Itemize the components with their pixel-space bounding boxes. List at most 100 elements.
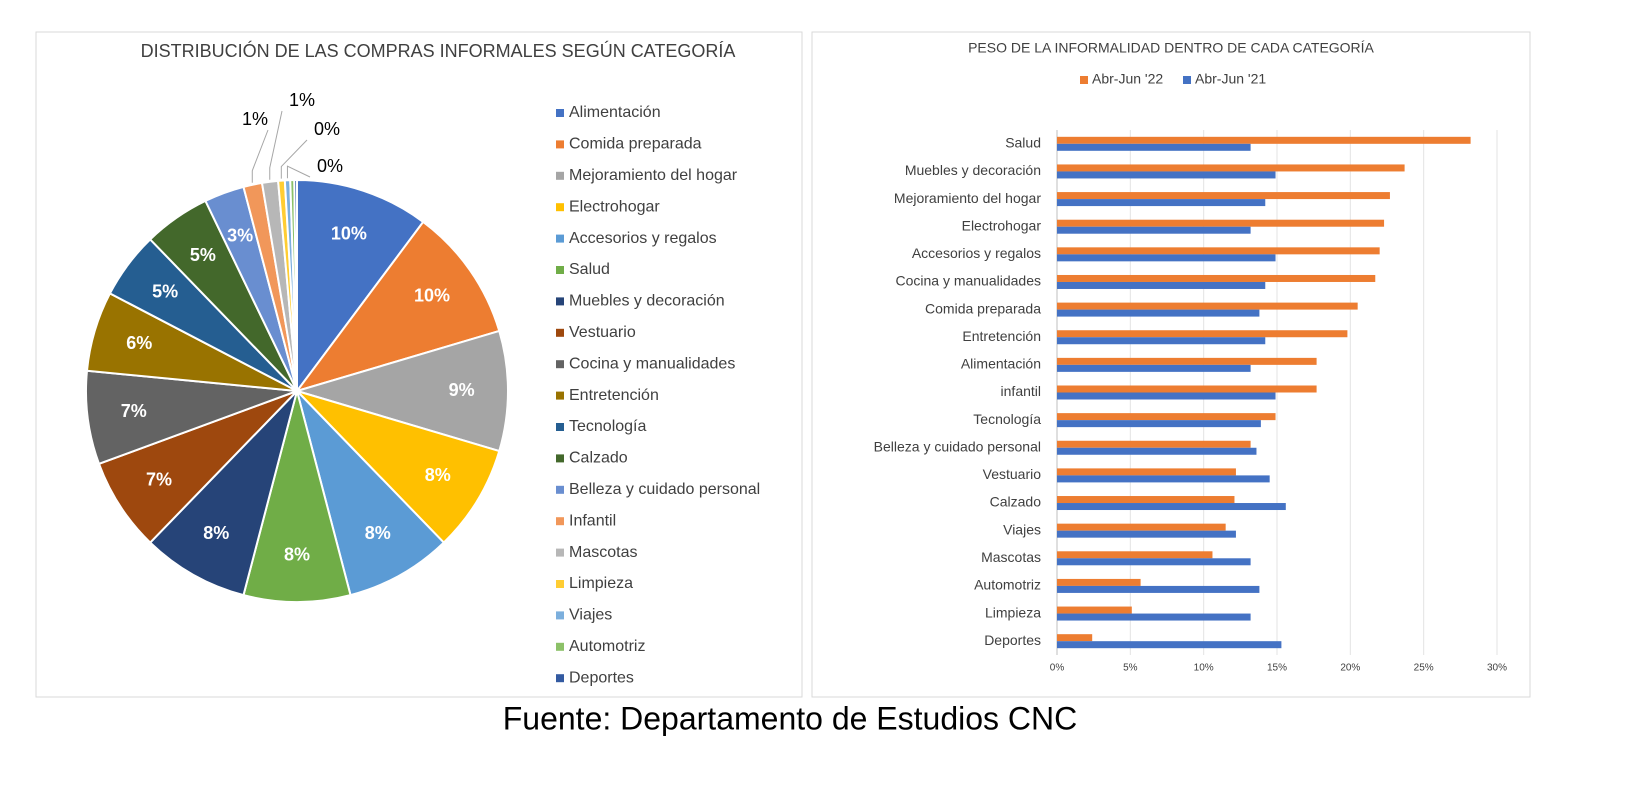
bar: [1057, 392, 1276, 400]
pie-slice: [293, 178, 298, 392]
bar: [1057, 523, 1226, 531]
leader-line: [251, 129, 269, 183]
bar: [1057, 143, 1251, 151]
legend-swatch: [556, 454, 564, 463]
bar: [1057, 496, 1235, 504]
x-tick-label: 10%: [1194, 663, 1214, 674]
x-tick-label: 0%: [1050, 663, 1065, 674]
slice-label: 1%: [242, 109, 268, 129]
legend-swatch: [556, 580, 564, 588]
legend-label: Salud: [569, 261, 610, 278]
pie-slice: [293, 388, 501, 544]
legend-swatch: [1183, 76, 1191, 84]
bar: [1057, 337, 1266, 345]
y-tick-label: Viajes: [1003, 521, 1041, 537]
bar: [1057, 578, 1141, 586]
pie-slice: [148, 387, 299, 597]
source: Fuente: Departamento de Estudios CNC: [503, 700, 1078, 736]
slice-label: 8%: [284, 544, 310, 564]
legend-swatch: [556, 485, 564, 494]
y-tick-label: Muebles y decoración: [905, 162, 1041, 178]
bar: [1057, 247, 1380, 255]
bar-title: PESO DE LA INFORMALIDAD DENTRO DE CADA C…: [968, 40, 1374, 56]
bar: [1057, 530, 1236, 538]
bar: [1057, 551, 1213, 559]
bar: [1057, 413, 1276, 421]
y-tick-label: Electrohogar: [962, 217, 1042, 233]
bar: [1057, 219, 1385, 227]
legend-swatch: [556, 517, 564, 526]
slice-label: 0%: [317, 156, 343, 176]
slice-label: 10%: [331, 224, 367, 244]
x-tick-label: 30%: [1487, 663, 1507, 674]
bar: [1057, 634, 1093, 642]
bar: [1057, 164, 1405, 172]
slice-label: 3%: [227, 225, 253, 245]
bar: [1057, 254, 1276, 262]
x-tick-label: 25%: [1414, 663, 1434, 674]
slice-label: 5%: [152, 281, 178, 301]
y-tick-label: Automotriz: [974, 577, 1041, 593]
y-tick-label: Limpieza: [985, 604, 1041, 620]
legend-label: Vestuario: [569, 324, 636, 341]
legend-swatch: [556, 548, 564, 557]
legend-label: Abr-Jun '22: [1092, 71, 1163, 87]
slice-label: 10%: [414, 286, 450, 306]
legend-label: Mascotas: [569, 544, 637, 561]
slice-label: 7%: [146, 470, 172, 490]
legend-swatch: [556, 328, 564, 337]
bar: [1057, 364, 1251, 372]
pie-slice: [242, 387, 352, 603]
leader-line: [269, 110, 283, 180]
y-tick-label: Tecnología: [973, 411, 1041, 427]
legend-swatch: [556, 140, 564, 149]
bar: [1057, 558, 1251, 566]
y-tick-label: Calzado: [990, 494, 1042, 510]
bar: [1057, 274, 1376, 282]
x-tick-label: 15%: [1267, 663, 1287, 674]
slice-label: 7%: [121, 401, 147, 421]
x-tick-label: 20%: [1340, 663, 1360, 674]
bar: [1057, 330, 1348, 338]
slice-label: 6%: [126, 333, 152, 353]
legend-label: Entretención: [569, 387, 659, 404]
y-tick-label: Salud: [1005, 135, 1041, 151]
bar: [1057, 385, 1317, 393]
y-tick-label: Alimentación: [961, 356, 1041, 372]
bar: [1057, 281, 1266, 289]
leader-line: [280, 139, 308, 179]
legend-swatch: [556, 642, 564, 651]
y-tick-label: Vestuario: [983, 466, 1042, 482]
legend-label: Tecnología: [569, 418, 646, 435]
slice-label: 8%: [365, 523, 391, 543]
bar: [1057, 641, 1282, 649]
legend-label: Accesorios y regalos: [569, 230, 717, 247]
legend-swatch: [556, 234, 564, 243]
y-tick-label: Cocina y manualidades: [895, 273, 1041, 289]
y-tick-label: Belleza y cuidado personal: [874, 438, 1041, 454]
legend-label: Belleza y cuidado personal: [569, 481, 760, 498]
bar: [1057, 357, 1317, 365]
bar: [1057, 226, 1251, 234]
legend-label: Deportes: [569, 669, 634, 686]
bar: [1057, 585, 1260, 593]
legend-label: Mejoramiento del hogar: [569, 167, 738, 184]
y-tick-label: Mascotas: [981, 549, 1041, 565]
legend-swatch: [556, 203, 564, 212]
bar: [1057, 420, 1261, 428]
legend-swatch: [556, 423, 564, 431]
slice-label: 0%: [314, 119, 340, 139]
y-tick-label: infantil: [1001, 383, 1041, 399]
slice-label: 1%: [289, 90, 315, 110]
pie-slice: [295, 387, 446, 597]
y-tick-label: Accesorios y regalos: [912, 245, 1041, 261]
bar: [1057, 475, 1270, 483]
legend-swatch: [556, 611, 564, 620]
legend-label: Infantil: [569, 512, 616, 529]
pie-slice: [296, 178, 425, 395]
legend-swatch: [556, 360, 564, 369]
slice-label: 9%: [449, 380, 475, 400]
legend-label: Muebles y decoración: [569, 293, 725, 310]
bar: [1057, 447, 1257, 455]
